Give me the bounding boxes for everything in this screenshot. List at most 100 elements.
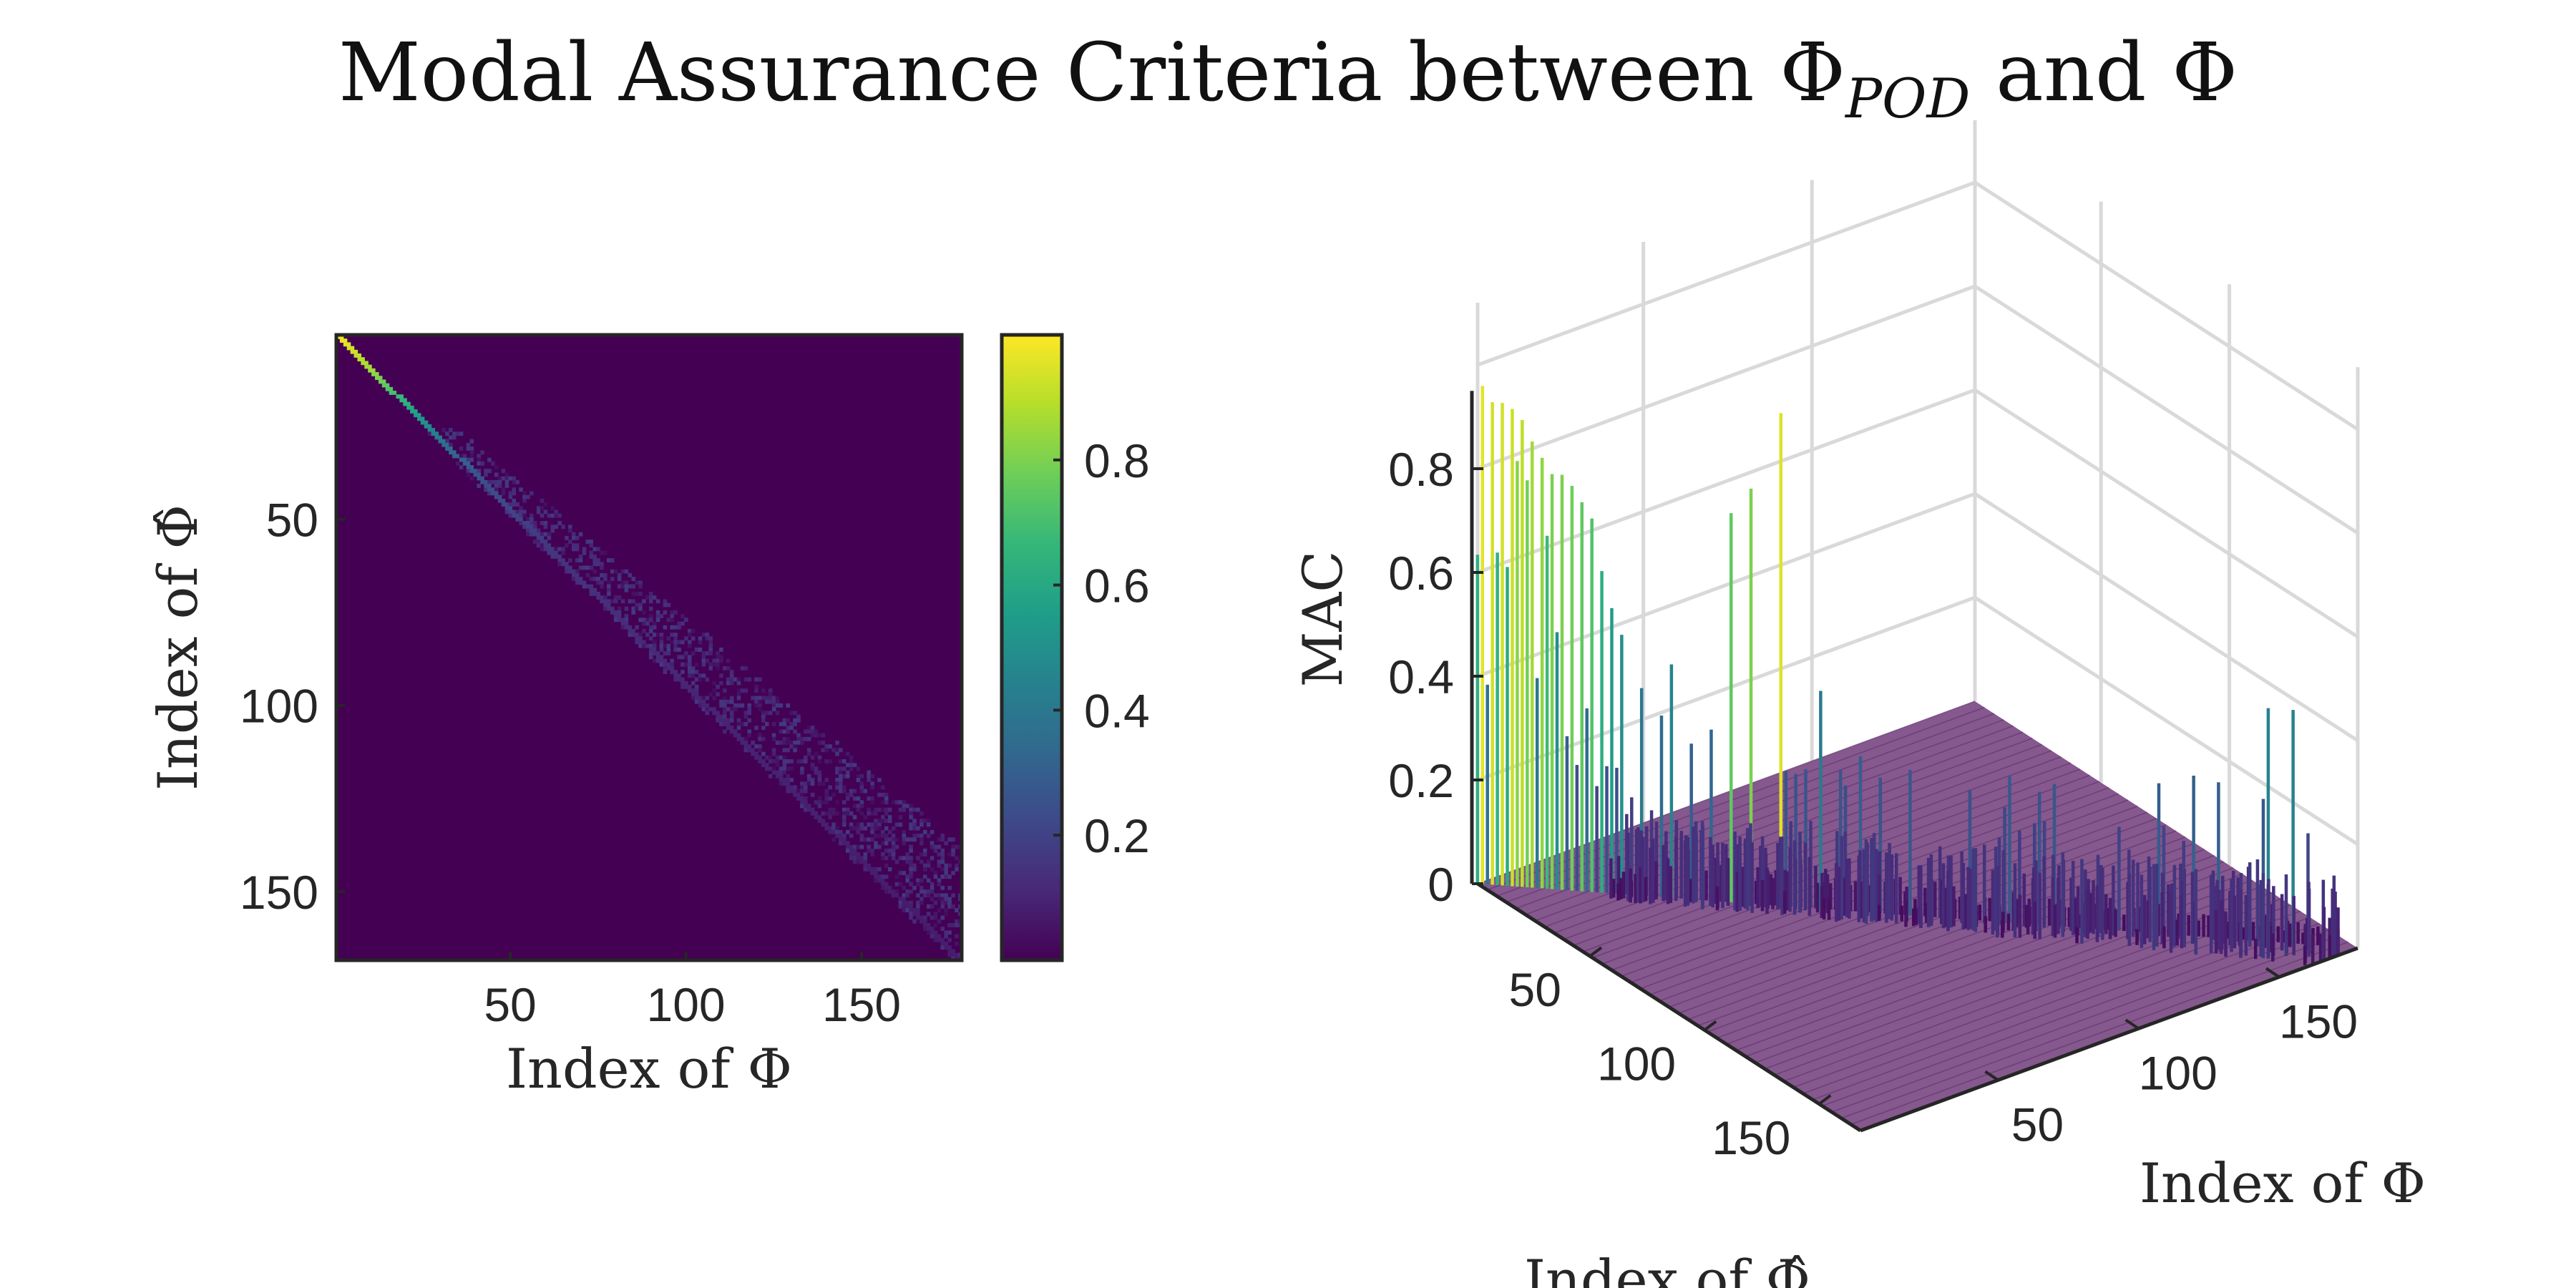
heatmap-cell (645, 643, 650, 648)
heatmap-cell (610, 606, 615, 611)
heatmap-cell (937, 852, 942, 857)
heatmap-cell (565, 543, 569, 548)
heatmap-cell (758, 744, 762, 749)
heatmap-cell (381, 383, 386, 388)
heatmap-cell (480, 450, 484, 455)
heatmap-cell (775, 703, 780, 708)
heatmap-cell (859, 804, 864, 809)
heatmap-cell (951, 844, 955, 849)
heatmap-cell (905, 893, 909, 898)
heatmap-cell (532, 525, 537, 530)
heatmap-cell (673, 670, 678, 675)
heatmap-cell (673, 610, 678, 615)
heatmap-cell (909, 848, 913, 853)
heatmap-cell (870, 800, 874, 805)
heatmap-cell (659, 658, 664, 663)
heatmap-cell (582, 580, 587, 585)
heatmap-cell (677, 640, 681, 645)
heatmap-cell (723, 707, 727, 712)
heatmap-cell (617, 606, 622, 611)
bar3d-floor-line (1506, 719, 2004, 903)
heatmap-cell (828, 815, 832, 819)
heatmap-cell (955, 952, 959, 957)
heatmap-cell (817, 819, 822, 824)
heatmap-cell (771, 736, 776, 741)
heatmap-cell (881, 829, 885, 834)
heatmap-cell (469, 457, 474, 462)
heatmap-cell (891, 893, 896, 898)
heatmap-cell (887, 852, 892, 857)
heatmap-cell (680, 685, 685, 689)
heatmap-cell (726, 680, 731, 686)
heatmap-cell (947, 837, 952, 842)
heatmap-cell (427, 424, 432, 429)
heatmap-cell (578, 558, 583, 562)
bar3d-y-tick-mark (1589, 946, 1603, 957)
heatmap-cell (874, 867, 878, 872)
heatmap-cell (884, 885, 889, 890)
heatmap-cell (839, 774, 843, 779)
heatmap-cell (856, 844, 861, 849)
heatmap-cell (817, 741, 822, 745)
heatmap-cell (930, 885, 935, 890)
heatmap-cell (659, 648, 664, 652)
heatmap-cell (842, 841, 847, 846)
heatmap-cell (814, 815, 819, 819)
heatmap-cell (887, 829, 892, 834)
bar3d-floor-line (1850, 941, 2348, 1126)
heatmap-cell (894, 800, 899, 805)
heatmap-cell (806, 778, 811, 782)
heatmap-cell (849, 822, 854, 827)
heatmap-cell (733, 677, 738, 682)
heatmap-cell (779, 781, 784, 786)
heatmap-cell (494, 465, 499, 469)
heatmap-cell (624, 621, 629, 626)
heatmap-cell (786, 748, 791, 753)
heatmap-cell (863, 867, 868, 872)
bar3d-x-label: Index of Φ (2140, 1151, 2426, 1215)
heatmap-cell (877, 792, 882, 797)
heatmap-cell (638, 580, 643, 585)
heatmap-cell (691, 670, 696, 675)
heatmap-cell (919, 834, 924, 838)
heatmap-cell (912, 837, 917, 842)
heatmap-cell (673, 625, 678, 630)
heatmap-cell (761, 759, 766, 763)
heatmap-cell (782, 722, 787, 726)
heatmap-cell (782, 718, 787, 723)
heatmap-cell (399, 394, 404, 399)
heatmap-cell (933, 937, 938, 942)
heatmap-cell (940, 867, 945, 872)
heatmap-cell (536, 535, 541, 540)
heatmap-cell (768, 759, 773, 763)
heatmap-cell (902, 829, 907, 834)
heatmap-cell (905, 852, 909, 857)
heatmap-cell (828, 785, 832, 790)
heatmap-cell (947, 863, 952, 868)
heatmap-cell (691, 688, 696, 693)
heatmap-cell (589, 565, 594, 570)
heatmap-cell (726, 699, 731, 704)
heatmap-cell (786, 759, 791, 763)
heatmap-cell (775, 770, 780, 775)
heatmap-cell (944, 930, 948, 935)
heatmap-cell (922, 852, 927, 857)
heatmap-cell (519, 509, 523, 514)
heatmap-cell (701, 633, 706, 637)
heatmap-cell (743, 741, 748, 745)
heatmap-cell (902, 834, 907, 838)
heatmap-cell (585, 565, 590, 570)
heatmap-cell (852, 859, 857, 864)
heatmap-cell (835, 778, 839, 782)
heatmap-cell (905, 878, 909, 883)
heatmap-cell (645, 595, 650, 600)
heatmap-cell (610, 599, 615, 604)
heatmap-cell (859, 856, 864, 861)
heatmap-cell (828, 759, 832, 763)
heatmap-cell (716, 666, 720, 670)
heatmap-cell (600, 599, 604, 604)
heatmap-cell (416, 413, 421, 418)
heatmap-cell (804, 785, 808, 790)
heatmap-cell (852, 815, 857, 819)
heatmap-cell (839, 748, 843, 753)
